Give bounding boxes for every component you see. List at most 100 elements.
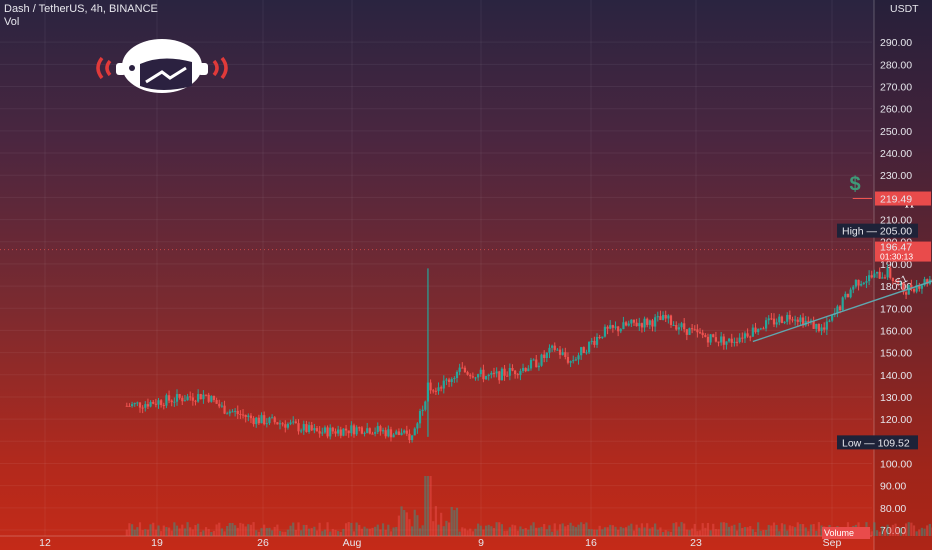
support-label: S1 [894, 273, 910, 288]
candle-body [260, 415, 263, 424]
price-tick-label: 160.00 [880, 325, 912, 337]
candle-body [514, 370, 517, 375]
candle-body [809, 320, 813, 322]
candle-body [651, 320, 654, 327]
candle-body [812, 320, 815, 329]
volume-bar [564, 526, 567, 536]
volume-bar [265, 528, 268, 536]
chart-up-icon [145, 66, 187, 84]
time-tick-label: 9 [478, 537, 484, 549]
volume-bar [572, 525, 575, 536]
volume-bar [495, 522, 498, 536]
candle-body [440, 387, 443, 389]
volume-bar [160, 531, 163, 536]
volume-bar [490, 526, 493, 536]
candle-body [870, 275, 873, 278]
candle-body [144, 404, 147, 408]
candle-body [701, 332, 704, 336]
volume-bar [413, 509, 416, 536]
volume-bar [329, 531, 332, 536]
candle-body [310, 425, 313, 431]
volume-bar [411, 526, 414, 536]
candle-body [521, 367, 525, 371]
candle-body [244, 414, 247, 418]
candle-body [582, 347, 585, 354]
candle-body [226, 413, 229, 415]
volume-bar [537, 527, 540, 536]
volume-bar [677, 526, 681, 536]
candle-body [844, 293, 847, 298]
candle-body [772, 318, 776, 325]
candle-body [857, 279, 860, 286]
candle-body [775, 322, 778, 325]
volume-bar [725, 522, 728, 536]
volume-bar [418, 528, 422, 536]
volume-bar [181, 524, 184, 536]
volume-bar [918, 529, 921, 536]
volume-bar [212, 530, 216, 536]
volume-bar [498, 522, 501, 536]
candle-body [535, 359, 538, 368]
candle-body [178, 394, 181, 398]
candle-body [355, 427, 358, 435]
price-tick-label: 230.00 [880, 170, 912, 182]
volume-bar [767, 524, 770, 536]
candle-body [638, 323, 641, 327]
volume-bar [389, 531, 393, 536]
volume-bar [471, 531, 474, 536]
volume-bar [587, 529, 591, 536]
volume-bar [173, 522, 176, 536]
candle-body [691, 328, 694, 330]
candle-body [484, 376, 488, 380]
candle-body [622, 322, 625, 330]
volume-bar [593, 529, 596, 536]
volume-bar [318, 522, 321, 536]
time-tick-label: Sep [823, 537, 842, 549]
volume-bar [770, 525, 773, 536]
candle-body [212, 395, 216, 401]
candle-body [321, 432, 324, 434]
volume-bar [717, 529, 720, 536]
candle-body [640, 323, 644, 328]
candle-body [558, 349, 562, 355]
candle-body [627, 323, 630, 326]
volume-bar [403, 510, 406, 536]
volume-bar [284, 531, 287, 536]
candle-body [461, 367, 464, 369]
volume-bar [733, 524, 736, 536]
volume-bar [223, 531, 226, 536]
volume-bar [656, 529, 659, 536]
volume-bar [749, 526, 752, 536]
candle-body [688, 328, 691, 335]
volume-bar [249, 524, 253, 536]
candle-body [352, 425, 356, 435]
candle-body [841, 297, 844, 311]
candle-body [820, 327, 823, 331]
volume-bar [165, 527, 168, 536]
volume-bar [627, 525, 630, 536]
time-tick-label: 19 [151, 537, 163, 549]
volume-bar [561, 523, 564, 536]
volume-bar [603, 527, 607, 536]
volume-bar [527, 529, 530, 536]
candle-body [257, 417, 260, 424]
volume-bar [257, 531, 260, 536]
volume-indicator-label[interactable]: Vol [4, 16, 20, 28]
candle-body [656, 316, 659, 318]
volume-bar [648, 528, 651, 536]
volume-bar [387, 524, 390, 536]
volume-bar [405, 512, 408, 536]
candle-body [334, 431, 337, 434]
volume-bar [907, 522, 910, 536]
candle-body [421, 409, 424, 411]
candle-body [445, 379, 448, 381]
volume-bar [611, 525, 614, 536]
candle-body [815, 323, 818, 329]
volume-bar [157, 525, 160, 536]
candle-body [590, 340, 593, 342]
candle-body [508, 367, 511, 376]
candle-body [648, 320, 651, 325]
candle-body [281, 423, 284, 425]
candle-body [498, 371, 501, 381]
